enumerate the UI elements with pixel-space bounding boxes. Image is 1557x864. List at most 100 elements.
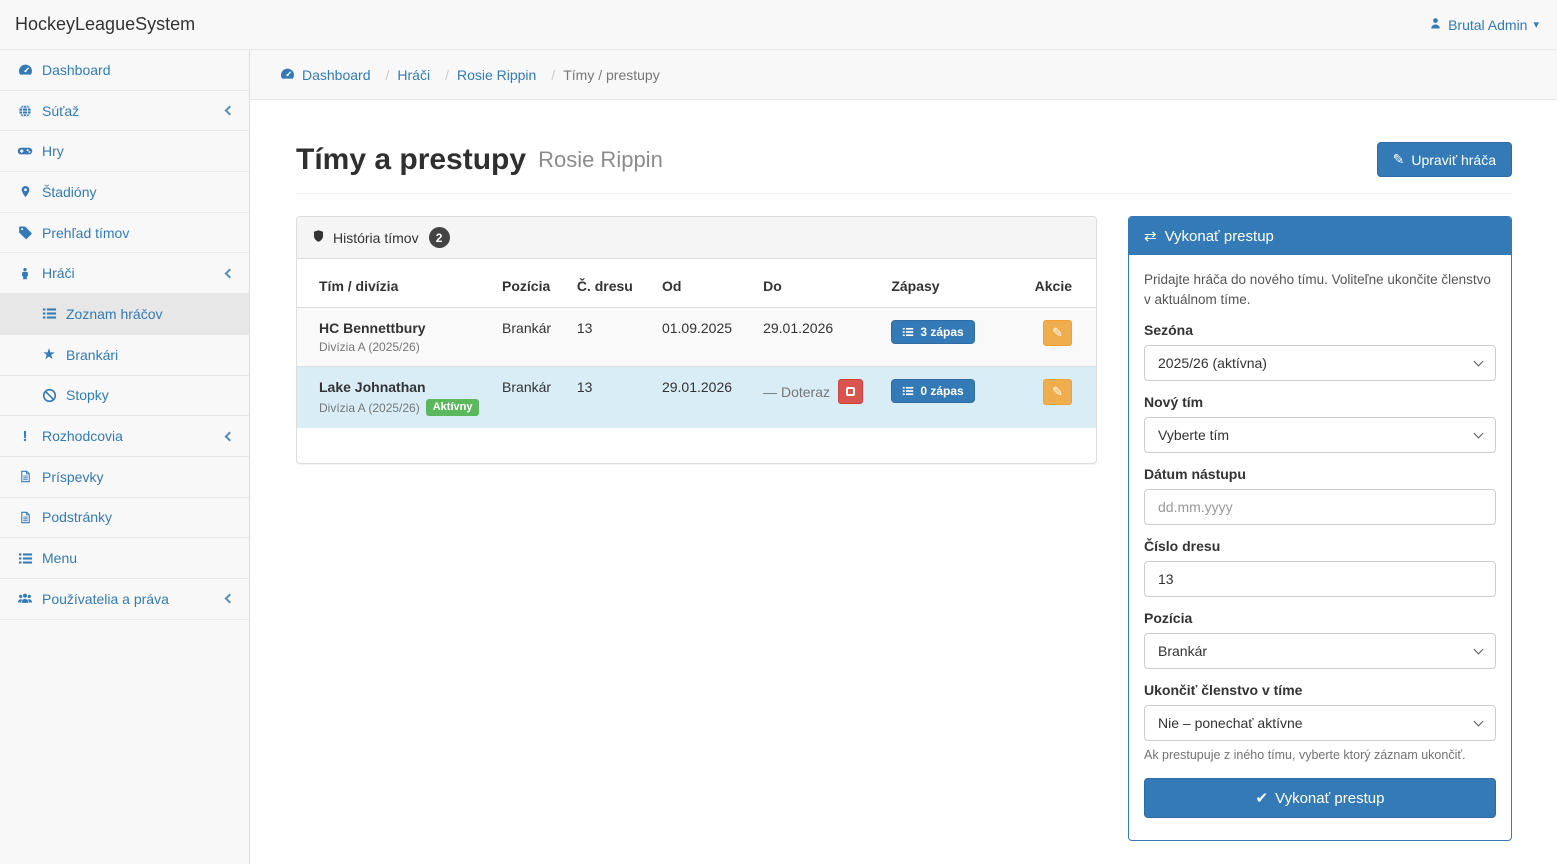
column-header-from: Od — [653, 259, 756, 308]
chevron-down-icon — [1473, 716, 1484, 727]
transfer-panel-header: ⇄ Vykonať prestup — [1129, 217, 1511, 255]
map-marker-icon — [17, 184, 33, 199]
sidebar-item-label: Hráči — [42, 265, 75, 282]
sidebar-item-pouzivatelia[interactable]: Používatelia a práva — [0, 579, 249, 620]
person-icon — [17, 266, 33, 281]
page-header: Tímy a prestupy Rosie Rippin ✎ Upraviť h… — [296, 142, 1512, 194]
sidebar-item-label: Používatelia a práva — [42, 590, 169, 607]
sidebar-item-label: Stopky — [66, 387, 109, 404]
start-date-label: Dátum nástupu — [1144, 466, 1246, 483]
chevron-left-icon — [224, 268, 235, 279]
sidebar-item-stopky[interactable]: Stopky — [0, 376, 249, 417]
exchange-icon: ⇄ — [1144, 228, 1157, 245]
edit-player-label: Upraviť hráča — [1411, 151, 1496, 168]
breadcrumb-label: Rosie Rippin — [456, 66, 537, 83]
sidebar-item-dashboard[interactable]: Dashboard — [0, 50, 249, 91]
sidebar-item-podstranky[interactable]: Podstránky — [0, 498, 249, 539]
position-select[interactable]: Brankár — [1144, 633, 1496, 670]
user-menu[interactable]: Brutal Admin ▾ — [1429, 17, 1539, 33]
sidebar-item-label: Hry — [42, 143, 64, 160]
sidebar-item-label: Príspevky — [42, 468, 104, 485]
matches-badge[interactable]: 3 zápas — [891, 320, 975, 344]
team-name: Lake Johnathan — [319, 379, 426, 395]
submit-transfer-label: Vykonať prestup — [1275, 789, 1385, 807]
sidebar-item-menu[interactable]: Menu — [0, 538, 249, 579]
breadcrumb-hraci[interactable]: Hráči — [397, 67, 449, 83]
matches-badge[interactable]: 0 zápas — [891, 379, 975, 403]
breadcrumb-label: Hráči — [397, 66, 431, 83]
sidebar-item-label: Štadióny — [42, 183, 97, 200]
edit-record-button[interactable]: ✎ — [1043, 379, 1072, 405]
table-row: Lake Johnathan Divízia A (2025/26) Aktív… — [297, 366, 1096, 428]
list-icon — [41, 306, 57, 321]
position-cell: Brankár — [494, 366, 569, 428]
sidebar-item-hraci[interactable]: Hráči — [0, 253, 249, 295]
sidebar-item-hry[interactable]: Hry — [0, 131, 249, 173]
sidebar-item-label: Podstránky — [42, 509, 113, 526]
sidebar-item-label: Dashboard — [42, 61, 111, 78]
user-name: Brutal Admin — [1448, 16, 1528, 33]
matches-label: 0 zápas — [920, 384, 964, 398]
sidebar-item-prehlad-timov[interactable]: Prehľad tímov — [0, 213, 249, 254]
globe-icon — [17, 104, 33, 118]
sidebar-item-stadiony[interactable]: Štadióny — [0, 172, 249, 213]
end-membership-button[interactable] — [838, 379, 863, 404]
page-subtitle: Rosie Rippin — [538, 146, 663, 172]
table-row: HC Bennettbury Divízia A (2025/26) Brank… — [297, 307, 1096, 367]
breadcrumb-current: Tímy / prestupy — [563, 67, 659, 83]
team-history-header: História tímov 2 — [297, 217, 1096, 259]
transfer-panel: ⇄ Vykonať prestup Pridajte hráča do nové… — [1128, 216, 1512, 842]
to-date-now: — Doteraz — [763, 383, 830, 400]
gauge-icon — [17, 62, 33, 77]
chevron-down-icon — [1473, 644, 1484, 655]
ban-icon — [41, 388, 57, 403]
list-icon — [903, 386, 914, 396]
edit-record-button[interactable]: ✎ — [1043, 320, 1072, 346]
season-select[interactable]: 2025/26 (aktívna) — [1144, 345, 1496, 382]
team-history-table: Tím / divízia Pozícia Č. dresu Od Do Záp… — [297, 259, 1096, 428]
sidebar-item-rozhodcovia[interactable]: ! Rozhodcovia — [0, 416, 249, 457]
breadcrumb-rosie-rippin[interactable]: Rosie Rippin — [457, 67, 555, 83]
chevron-left-icon — [224, 105, 235, 116]
file-icon — [17, 469, 33, 484]
shield-icon — [312, 229, 325, 246]
page-title: Tímy a prestupy — [296, 142, 527, 176]
column-header-actions: Akcie — [1026, 259, 1096, 308]
team-name: HC Bennettbury — [319, 320, 426, 336]
jersey-number-cell: 13 — [568, 366, 654, 428]
user-icon — [1429, 17, 1442, 33]
breadcrumb-dashboard[interactable]: Dashboard — [280, 66, 389, 84]
new-team-select[interactable]: Vyberte tím — [1144, 417, 1496, 454]
sidebar-item-sutaz[interactable]: Súťaž — [0, 91, 249, 132]
position-cell: Brankár — [502, 320, 552, 336]
end-membership-select[interactable]: Nie – ponechať aktívne — [1144, 705, 1496, 742]
end-membership-label: Ukončiť členstvo v tíme — [1144, 682, 1303, 699]
list-icon — [903, 327, 914, 337]
panel-spacer — [297, 428, 1096, 463]
submit-transfer-button[interactable]: ✔ Vykonať prestup — [1144, 778, 1496, 819]
season-select-value: 2025/26 (aktívna) — [1158, 355, 1267, 372]
app-brand[interactable]: HockeyLeagueSystem — [15, 14, 196, 34]
transfer-description: Pridajte hráča do nového tímu. Voliteľne… — [1144, 272, 1491, 307]
caret-down-icon: ▾ — [1533, 19, 1539, 31]
from-date-cell: 01.09.2025 — [661, 320, 733, 336]
edit-player-button[interactable]: ✎ Upraviť hráča — [1376, 142, 1512, 177]
start-date-input[interactable] — [1144, 489, 1496, 526]
new-team-select-value: Vyberte tím — [1158, 427, 1230, 444]
end-membership-help: Ak prestupuje z iného tímu, vyberte ktor… — [1144, 748, 1466, 763]
chevron-down-icon — [1473, 356, 1484, 367]
active-badge: Aktívny — [425, 399, 480, 416]
column-header-team: Tím / divízia — [297, 259, 495, 308]
sidebar-item-prispevky[interactable]: Príspevky — [0, 457, 249, 498]
sidebar-item-brankari[interactable]: ★ Brankári — [0, 335, 249, 376]
sidebar-item-label: Zoznam hráčov — [66, 305, 163, 322]
users-icon — [17, 591, 33, 606]
stop-icon — [846, 387, 855, 396]
sidebar-item-zoznam-hracov[interactable]: Zoznam hráčov — [0, 294, 249, 335]
jersey-number-input[interactable] — [1144, 561, 1496, 598]
position-label: Pozícia — [1144, 610, 1193, 627]
file-icon — [17, 510, 33, 525]
sidebar-item-label: Rozhodcovia — [42, 428, 123, 445]
breadcrumb-label: Dashboard — [302, 66, 371, 83]
team-history-title: História tímov — [333, 229, 419, 246]
